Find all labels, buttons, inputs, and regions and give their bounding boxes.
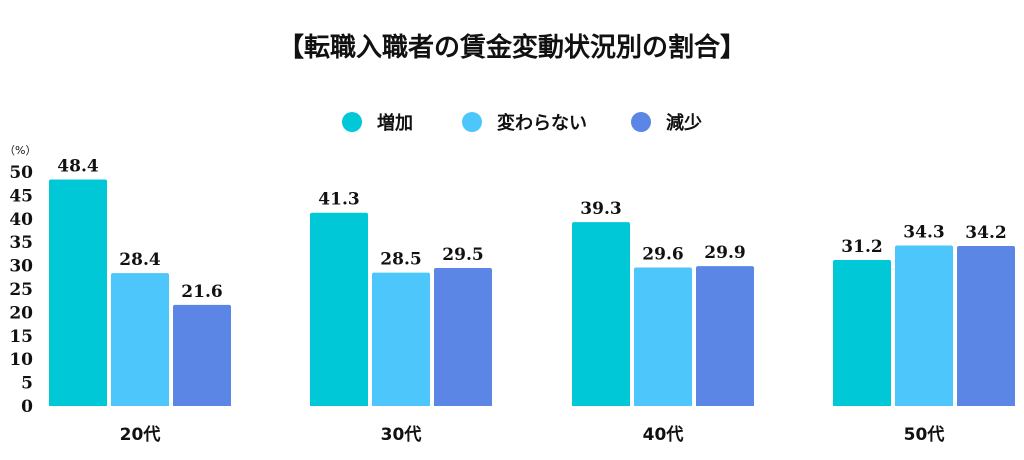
bar-3-1 [572,222,630,406]
value-labels: 48.4 28.4 21.6 41.3 28.5 29.5 39.3 29.6 29.9 31.2… [57,156,1006,301]
x-category-label: 20代 [120,424,161,445]
x-category-label: 40代 [643,424,684,445]
bar-1-2 [111,273,169,406]
legend-label-1: 増加 [377,112,413,134]
y-tick-label: 50 [9,163,33,183]
y-tick-label: 20 [9,303,33,323]
value-label-3-2: 29.6 [642,244,683,264]
value-label-4-1: 31.2 [841,237,882,257]
y-tick-label: 35 [9,233,33,253]
x-category-label: 50代 [904,424,945,445]
bar-2-3 [434,267,492,406]
value-label-1-1: 48.4 [57,156,99,176]
legend-marker-1 [342,112,362,132]
bar-4-1 [833,259,891,406]
value-label-2-1: 41.3 [318,190,359,210]
bars [49,179,1015,406]
y-tick-label: 30 [9,257,33,277]
value-label-1-2: 28.4 [119,250,161,270]
bar-1-1 [49,179,107,406]
bar-4-2 [895,245,953,406]
y-tick-label: 45 [9,186,33,206]
y-tick-label: 5 [21,374,33,394]
value-label-1-3: 21.6 [181,282,222,302]
value-label-3-1: 39.3 [580,199,621,219]
y-tick-label: 15 [9,327,33,347]
value-label-4-2: 34.3 [903,222,944,242]
legend: 増加 変わらない 減少 [342,112,702,134]
value-label-2-3: 29.5 [442,245,483,265]
x-category-label: 30代 [381,424,422,445]
y-axis-unit: （%） [4,144,36,157]
y-tick-label: 25 [9,280,33,300]
chart-title: 【転職入職者の賃金変動状況別の割合】 [278,32,746,63]
legend-label-3: 減少 [666,112,702,134]
value-label-3-3: 29.9 [704,243,745,263]
bar-4-3 [957,245,1015,406]
y-tick-label: 0 [21,397,33,417]
value-label-4-3: 34.2 [965,223,1006,243]
bar-1-3 [173,304,231,406]
value-label-2-2: 28.5 [380,250,421,270]
y-tick-label: 40 [9,210,33,230]
bar-2-1 [310,212,368,406]
bar-3-2 [634,267,692,406]
legend-label-2: 変わらない [497,112,587,134]
bar-2-2 [372,272,430,406]
legend-marker-2 [462,112,482,132]
x-axis: 20代 30代 40代 50代 [120,424,945,445]
bar-3-3 [696,266,754,406]
y-tick-label: 10 [9,350,33,370]
legend-marker-3 [631,112,651,132]
y-axis: 0 5 10 15 20 25 30 35 40 45 50 [9,163,33,417]
